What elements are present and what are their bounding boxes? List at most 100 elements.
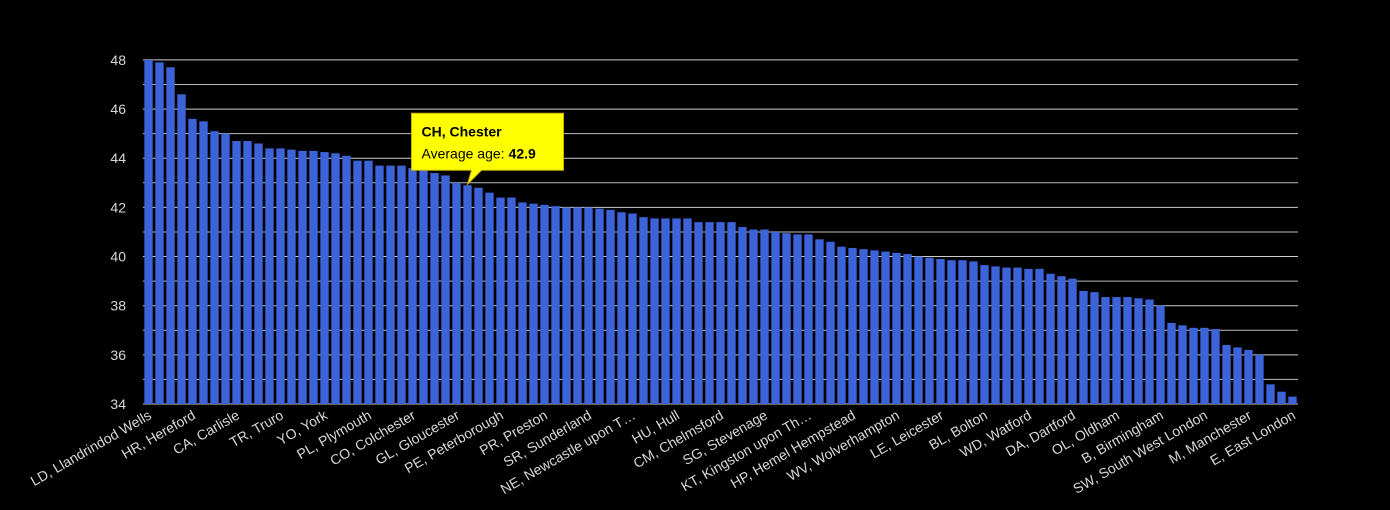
bar xyxy=(562,207,571,404)
bar xyxy=(298,150,307,404)
bar xyxy=(188,118,197,405)
bar xyxy=(243,141,252,405)
bar xyxy=(485,192,494,404)
bar xyxy=(463,185,472,404)
bar xyxy=(727,222,736,404)
bar xyxy=(771,231,780,404)
tooltip-value: 42.9 xyxy=(509,145,536,161)
bar xyxy=(232,141,241,405)
y-tick-label: 38 xyxy=(110,298,126,314)
bar xyxy=(815,239,824,404)
bar xyxy=(287,149,296,404)
bar xyxy=(683,218,692,404)
y-tick-label: 40 xyxy=(110,249,126,265)
bar xyxy=(155,62,164,405)
y-tick-label: 46 xyxy=(110,101,126,117)
bar xyxy=(881,251,890,404)
bar xyxy=(518,202,527,404)
bar xyxy=(1046,273,1055,404)
bar xyxy=(606,209,615,404)
bar xyxy=(507,197,516,404)
y-tick-label: 36 xyxy=(110,347,126,363)
bar xyxy=(265,148,274,404)
bar xyxy=(980,265,989,404)
bar xyxy=(309,150,318,404)
bar xyxy=(386,165,395,404)
bar xyxy=(397,165,406,404)
bar xyxy=(1002,267,1011,404)
bar xyxy=(364,160,373,404)
bar xyxy=(419,170,428,404)
bar xyxy=(177,94,186,404)
bar xyxy=(199,121,208,404)
bar xyxy=(573,207,582,404)
bar xyxy=(1145,299,1154,404)
bar xyxy=(826,241,835,404)
bar xyxy=(617,212,626,404)
bar xyxy=(1255,354,1264,404)
bar xyxy=(639,217,648,404)
bar xyxy=(1112,297,1121,404)
bar xyxy=(914,256,923,404)
y-tick-label: 48 xyxy=(110,52,126,68)
bar xyxy=(529,203,538,404)
bar xyxy=(925,257,934,404)
bar xyxy=(166,67,175,405)
bar xyxy=(804,234,813,404)
y-tick-label: 34 xyxy=(110,396,126,412)
bar xyxy=(144,59,153,404)
bar xyxy=(1277,391,1286,404)
bar xyxy=(430,172,439,404)
bar xyxy=(1233,347,1242,404)
bar xyxy=(848,247,857,404)
bar xyxy=(1079,290,1088,404)
bar xyxy=(958,260,967,404)
bar xyxy=(738,227,747,404)
bar xyxy=(969,261,978,404)
bar xyxy=(221,133,230,404)
bar xyxy=(452,182,461,404)
bar xyxy=(1068,278,1077,404)
bar xyxy=(1211,329,1220,404)
bar xyxy=(870,250,879,404)
bar xyxy=(1035,268,1044,404)
bar xyxy=(1024,268,1033,404)
bar xyxy=(1288,396,1297,404)
bar xyxy=(1244,349,1253,404)
bar xyxy=(793,234,802,404)
tooltip: CH, Chester Average age: 42.9 xyxy=(411,112,564,186)
bar xyxy=(716,222,725,404)
bar xyxy=(496,197,505,404)
bar xyxy=(661,218,670,404)
bar xyxy=(991,266,1000,404)
bar xyxy=(837,246,846,404)
tooltip-line: Average age: 42.9 xyxy=(422,145,536,161)
bar xyxy=(760,229,769,404)
bar xyxy=(342,155,351,404)
bar xyxy=(1123,297,1132,404)
tooltip-box xyxy=(411,112,564,186)
bar xyxy=(705,222,714,404)
bar xyxy=(540,204,549,404)
bar xyxy=(1090,292,1099,404)
bar xyxy=(1057,276,1066,404)
bar xyxy=(584,207,593,404)
bar xyxy=(1156,305,1165,404)
bar xyxy=(1178,325,1187,404)
bar xyxy=(892,252,901,404)
bar xyxy=(859,249,868,404)
bar xyxy=(947,260,956,404)
bar xyxy=(1013,267,1022,404)
y-tick-label: 44 xyxy=(110,150,126,166)
bar xyxy=(353,160,362,404)
bar xyxy=(331,153,340,404)
bar xyxy=(903,254,912,404)
tooltip-label: Average age: xyxy=(422,145,505,161)
tooltip-title: CH, Chester xyxy=(422,123,503,139)
bar xyxy=(551,206,560,404)
bar xyxy=(210,131,219,405)
y-tick-label: 42 xyxy=(110,199,126,215)
bar xyxy=(1266,384,1275,404)
bar xyxy=(1222,345,1231,404)
